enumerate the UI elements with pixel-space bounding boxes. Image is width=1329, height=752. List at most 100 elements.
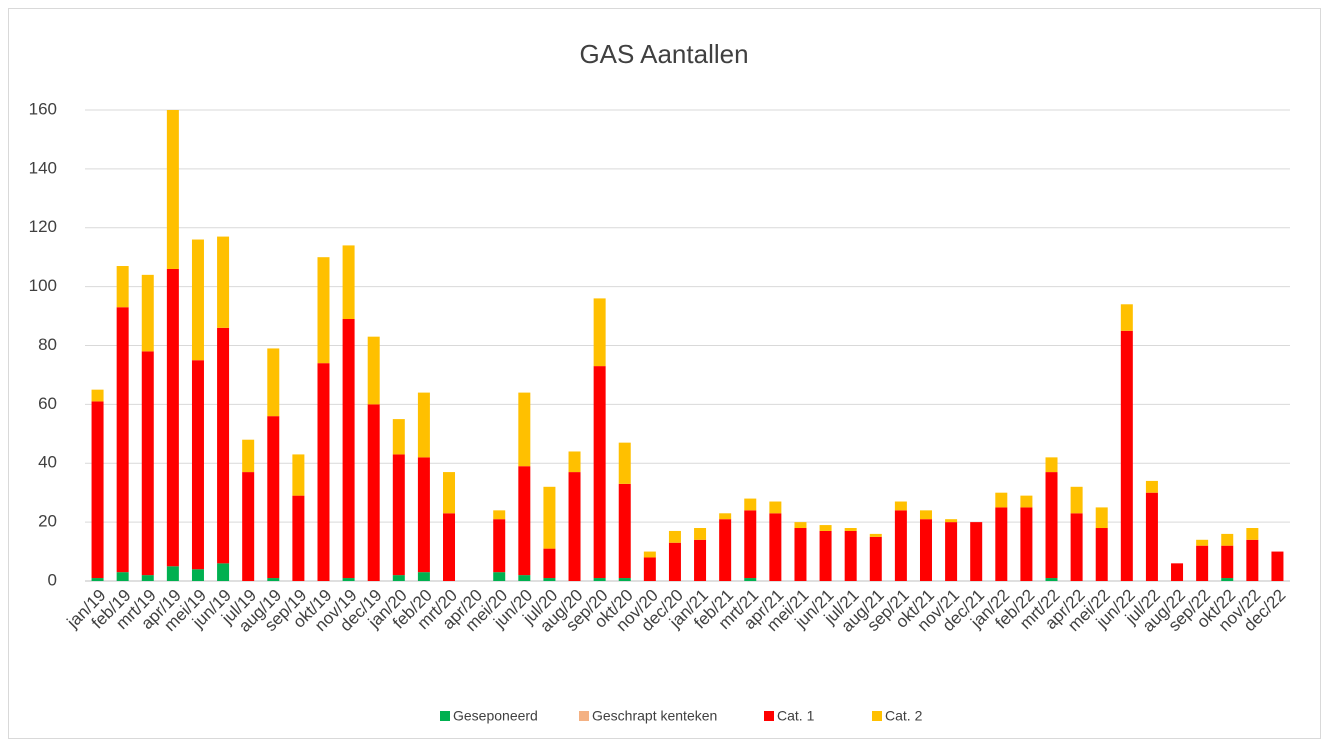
bar-segment [643, 551, 656, 558]
bar-segment [342, 319, 355, 579]
bar-segment [493, 510, 506, 520]
bar-segment [618, 578, 631, 581]
bar-segment [1045, 472, 1058, 579]
bar-segment [568, 472, 581, 581]
bar-segment [1020, 507, 1033, 581]
bar-segment [543, 578, 556, 581]
bar-segment [1196, 545, 1209, 581]
bar-segment [1246, 528, 1259, 540]
bar-segment [292, 454, 305, 496]
bar-segment [1020, 495, 1033, 508]
y-tick-label: 100 [29, 276, 57, 295]
bar-segment [217, 236, 230, 328]
y-tick-label: 60 [38, 394, 57, 413]
bar-segment [769, 501, 782, 514]
bar-segment [543, 548, 556, 579]
bar-segment [1045, 578, 1058, 581]
bar-segment [568, 451, 581, 473]
bar-segment [1070, 513, 1083, 581]
bar-segment [116, 266, 129, 308]
y-tick-label: 0 [48, 570, 57, 589]
bar-segment [1221, 533, 1234, 546]
bar-segment [844, 528, 857, 531]
bar-segment [191, 239, 204, 361]
bar-segment [744, 498, 757, 511]
bar-segment [392, 454, 405, 576]
bar-segment [141, 274, 154, 352]
legend-label: Cat. 2 [885, 708, 923, 724]
bar-segment [668, 530, 681, 543]
bar-segment [1221, 545, 1234, 579]
bar-segment [166, 566, 179, 581]
bar-segment [1045, 457, 1058, 473]
bar-segment [518, 392, 531, 467]
bar-segment [694, 539, 707, 581]
bar-segment [493, 572, 506, 581]
bar-segment [1120, 330, 1133, 581]
bar-segment [166, 110, 179, 269]
bar-segment [443, 472, 456, 514]
bar-segment [970, 522, 983, 581]
legend-swatch [764, 711, 774, 721]
bar-segment [593, 298, 606, 367]
bar-segment [618, 442, 631, 484]
bar-segment [392, 419, 405, 455]
bar-segment [643, 557, 656, 581]
bar-segment [417, 392, 430, 458]
bar-segment [1095, 507, 1108, 529]
y-tick-label: 140 [29, 158, 57, 177]
y-tick-label: 160 [29, 99, 57, 118]
bar-segment [1171, 563, 1184, 581]
bar-segment [1271, 551, 1284, 581]
y-tick-label: 20 [38, 512, 57, 531]
bar-segment [719, 519, 732, 581]
bar-segment [1145, 480, 1158, 493]
bar-segment [894, 510, 907, 581]
bar-segment [618, 483, 631, 579]
bar-segment [1120, 304, 1133, 331]
bar-segment [141, 351, 154, 576]
bar-segment [844, 530, 857, 581]
bar-segment [367, 336, 380, 405]
bar-segment [191, 360, 204, 570]
bar-segment [945, 522, 958, 581]
bar-segment [593, 366, 606, 579]
legend-swatch [579, 711, 589, 721]
bar-segment [242, 472, 255, 581]
bar-segment [744, 578, 757, 581]
legend-swatch [440, 711, 450, 721]
bar-segment [719, 513, 732, 520]
bar-segment [217, 563, 230, 581]
bar-segment [668, 542, 681, 581]
bar-segment [91, 389, 104, 402]
bar-segment [769, 513, 782, 581]
bar-segment [744, 510, 757, 579]
bar-segment [443, 513, 456, 581]
bar-segment [1221, 578, 1234, 581]
bar-segment [292, 495, 305, 581]
bar-segment [242, 439, 255, 473]
y-tick-label: 120 [29, 217, 57, 236]
bar-segment [317, 363, 330, 581]
bar-segment [794, 522, 807, 529]
bar-segment [317, 257, 330, 364]
legend-label: Geseponeerd [453, 708, 538, 724]
bar-segment [1070, 486, 1083, 514]
bar-segment [869, 536, 882, 581]
bar-segment [417, 572, 430, 581]
bar-segment [1196, 539, 1209, 546]
bar-segment [518, 466, 531, 576]
bar-segment [518, 575, 531, 581]
bar-segment [995, 507, 1008, 581]
bar-segment [1095, 528, 1108, 581]
bar-segment [191, 569, 204, 581]
bar-segment [894, 501, 907, 511]
bar-segment [819, 525, 832, 531]
bar-segment [267, 416, 280, 579]
legend-swatch [872, 711, 882, 721]
legend-label: Cat. 1 [777, 708, 815, 724]
bar-segment [945, 519, 958, 523]
bar-segment [1246, 539, 1259, 581]
bar-segment [141, 575, 154, 581]
